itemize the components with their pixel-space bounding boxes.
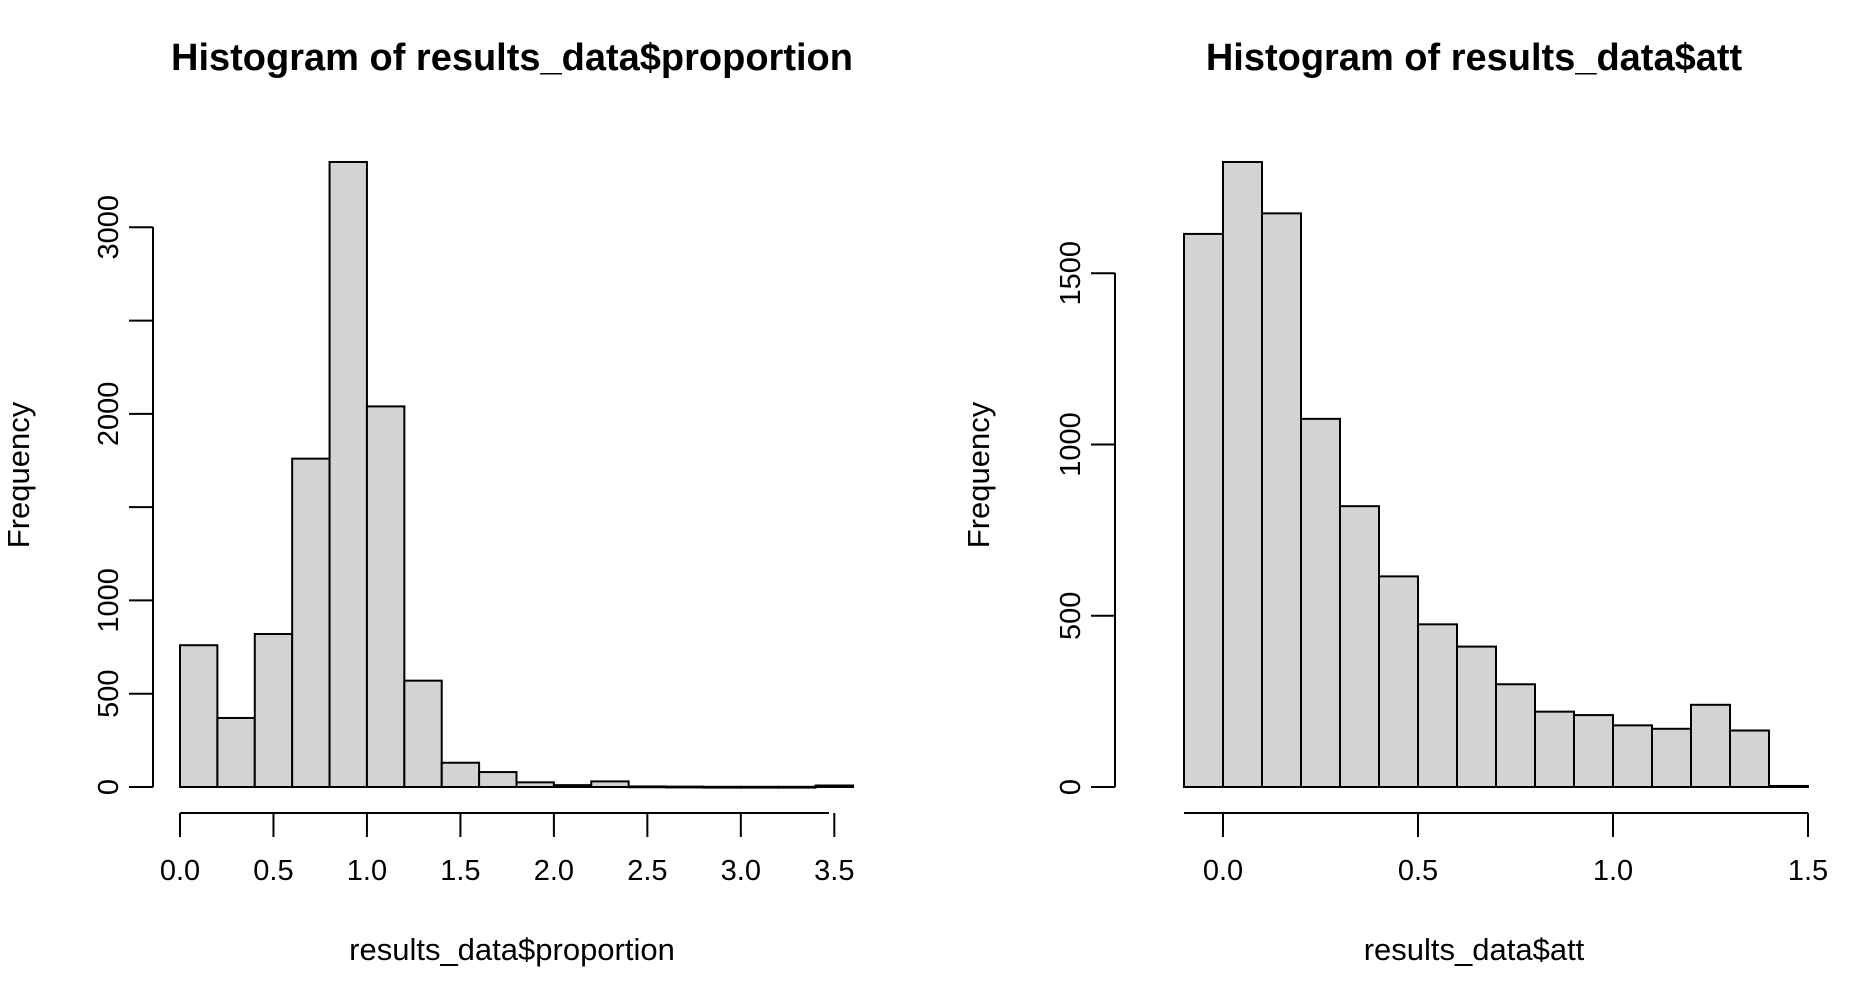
x-tick-label: 1.0 <box>1593 855 1633 887</box>
histogram-att-panel: Histogram of results_data$att 0 500 1000 15… <box>961 37 1828 967</box>
x-tick-label: 0.0 <box>160 855 200 887</box>
x-tick-label: 1.0 <box>347 855 387 887</box>
histogram-bar <box>1300 417 1341 788</box>
x-tick-label: 2.0 <box>534 855 574 887</box>
histogram-bar <box>253 633 294 789</box>
y-tick-label: 0 <box>1055 779 1087 795</box>
x-axis: 0.0 0.5 1.0 1.5 <box>1184 812 1828 887</box>
x-axis: 0.0 0.5 1.0 1.5 2.0 2.5 3.0 3.5 <box>160 812 854 887</box>
y-axis: 0 500 1000 1500 <box>1055 241 1116 795</box>
y-tick-label: 0 <box>93 779 125 795</box>
x-axis-label: results_data$att <box>1364 932 1585 967</box>
histogram-bar <box>665 785 705 789</box>
y-tick-label: 500 <box>1055 592 1087 640</box>
x-tick-label: 3.0 <box>721 855 761 887</box>
histogram-bar <box>702 785 742 789</box>
y-tick-label: 1000 <box>1055 412 1087 477</box>
histogram-bar <box>814 784 854 788</box>
histogram-bar <box>403 679 443 789</box>
histogram-bar <box>552 784 593 789</box>
y-tick-label: 500 <box>93 670 125 718</box>
histogram-bar <box>1534 710 1575 788</box>
x-tick-label: 3.5 <box>814 855 854 887</box>
y-tick-label: 3000 <box>93 195 125 260</box>
y-axis-label: Frequency <box>961 401 996 548</box>
histogram-bar <box>1222 161 1263 788</box>
y-axis: 0 500 1000 2000 3000 <box>93 195 154 795</box>
bars-group <box>1183 161 1809 789</box>
bars-group <box>179 161 854 789</box>
chart-title: Histogram of results_data$att <box>1206 37 1743 79</box>
histogram-bar <box>1339 505 1380 788</box>
histogram-bar <box>1768 784 1809 788</box>
y-tick-label: 2000 <box>93 382 125 447</box>
y-tick-label: 1500 <box>1055 241 1087 306</box>
x-tick-label: 2.5 <box>627 855 667 887</box>
x-axis-label: results_data$proportion <box>349 932 675 967</box>
histogram-bar <box>328 161 368 788</box>
histogram-bar <box>1612 724 1653 788</box>
histogram-bar <box>291 457 331 788</box>
histogram-bar <box>216 716 256 789</box>
y-tick-label: 1000 <box>93 568 125 633</box>
histogram-bar <box>590 780 630 789</box>
x-tick-label: 1.5 <box>1788 855 1828 887</box>
histogram-bar <box>440 761 481 789</box>
histogram-bar <box>365 405 406 788</box>
histogram-bar <box>627 785 668 789</box>
chart-title: Histogram of results_data$proportion <box>171 37 853 79</box>
histogram-bar <box>1183 232 1224 789</box>
histogram-bar <box>1573 714 1614 789</box>
histogram-bar <box>1417 623 1458 789</box>
x-tick-label: 1.5 <box>440 855 480 887</box>
x-tick-label: 0.0 <box>1203 855 1243 887</box>
histogram-bar <box>515 781 555 788</box>
histogram-bar <box>1729 729 1770 789</box>
histogram-bar <box>739 785 780 789</box>
histogram-proportion-panel: Histogram of results_data$proportion 0 50… <box>1 37 854 967</box>
histogram-bar <box>1690 703 1731 789</box>
histogram-bar <box>478 771 518 789</box>
y-axis-label: Frequency <box>1 401 36 548</box>
histogram-bar <box>777 785 817 789</box>
histogram-bar <box>1261 212 1302 788</box>
histogram-bar <box>1456 645 1497 789</box>
x-tick-label: 0.5 <box>1398 855 1438 887</box>
histogram-bar <box>1378 575 1419 788</box>
histogram-bar <box>1651 727 1692 788</box>
histogram-bar <box>179 644 219 789</box>
histogram-bar <box>1495 683 1536 788</box>
x-tick-label: 0.5 <box>253 855 293 887</box>
